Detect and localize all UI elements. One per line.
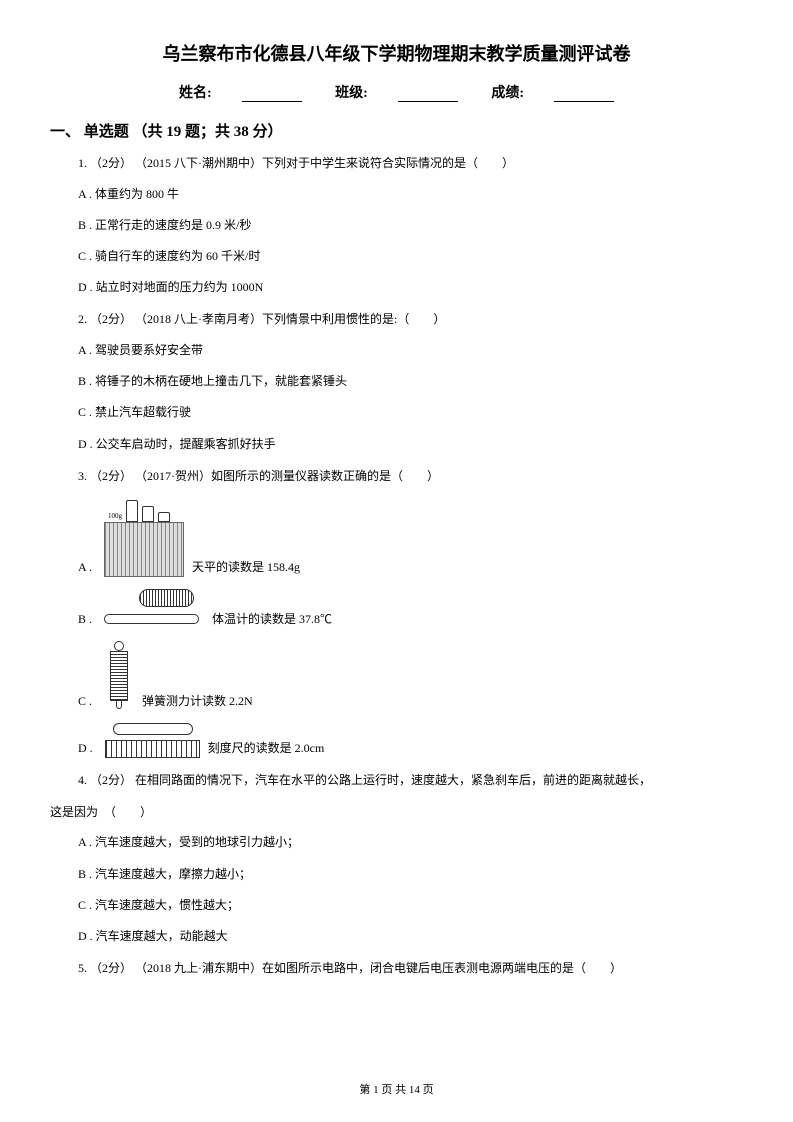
class-label: 班级:: [335, 86, 368, 101]
page-footer: 第 1 页 共 14 页: [0, 1081, 793, 1097]
q3-option-a: A . 100g 天平的读数是 158.4g: [78, 497, 743, 577]
section-1-header: 一、 单选题 （共 19 题；共 38 分）: [50, 120, 743, 141]
q3-option-b: B . 体温计的读数是 37.8℃: [78, 589, 743, 629]
q4-option-c: C . 汽车速度越大，惯性越大；: [78, 896, 743, 915]
q3-option-c: C . 弹簧测力计读数 2.2N: [78, 641, 743, 711]
exam-title: 乌兰察布市化德县八年级下学期物理期末教学质量测评试卷: [50, 40, 743, 66]
score-label: 成绩:: [491, 86, 524, 101]
q2-option-d: D . 公交车启动时，提醒乘客抓好扶手: [78, 435, 743, 454]
q2-option-c: C . 禁止汽车超载行驶: [78, 403, 743, 422]
q1-option-a: A . 体重约为 800 牛: [78, 185, 743, 204]
q3-option-d: D . 刻度尺的读数是 2.0cm: [78, 723, 743, 758]
q3-a-label: A .: [78, 558, 92, 577]
q2-stem: 2. （2分） （2018 八上·孝南月考）下列情景中利用惯性的是:（ ）: [78, 309, 743, 331]
q3-stem: 3. （2分） （2017·贺州）如图所示的测量仪器读数正确的是（ ）: [78, 466, 743, 488]
q2-option-b: B . 将锤子的木柄在硬地上撞击几下，就能套紧锤头: [78, 372, 743, 391]
q1-option-b: B . 正常行走的速度约是 0.9 米/秒: [78, 216, 743, 235]
name-label: 姓名:: [179, 86, 212, 101]
q2-option-a: A . 驾驶员要系好安全带: [78, 341, 743, 360]
name-blank: [242, 88, 302, 102]
q3-b-text: 体温计的读数是 37.8℃: [212, 610, 332, 629]
ruler-icon: [105, 723, 200, 758]
spring-scale-icon: [104, 641, 134, 711]
balance-scale-icon: 100g: [104, 497, 184, 577]
q1-option-d: D . 站立时对地面的压力约为 1000N: [78, 278, 743, 297]
q5-stem: 5. （2分） （2018 九上·浦东期中）在如图所示电路中，闭合电键后电压表测…: [78, 958, 743, 980]
student-info-row: 姓名: 班级: 成绩:: [50, 82, 743, 102]
q3-b-label: B .: [78, 610, 92, 629]
q4-stem: 4. （2分） 在相同路面的情况下，汽车在水平的公路上运行时，速度越大，紧急刹车…: [78, 770, 743, 792]
q3-c-label: C .: [78, 692, 92, 711]
q1-option-c: C . 骑自行车的速度约为 60 千米/时: [78, 247, 743, 266]
q3-a-text: 天平的读数是 158.4g: [192, 558, 300, 577]
class-blank: [398, 88, 458, 102]
q4-option-d: D . 汽车速度越大，动能越大: [78, 927, 743, 946]
q3-c-text: 弹簧测力计读数 2.2N: [142, 692, 253, 711]
q4-trailing: 这是因为 （ ）: [50, 802, 743, 824]
score-blank: [554, 88, 614, 102]
q3-d-text: 刻度尺的读数是 2.0cm: [208, 739, 325, 758]
q4-option-a: A . 汽车速度越大，受到的地球引力越小；: [78, 833, 743, 852]
q3-d-label: D .: [78, 739, 93, 758]
thermometer-icon: [104, 589, 204, 629]
q4-option-b: B . 汽车速度越大，摩擦力越小；: [78, 865, 743, 884]
q1-stem: 1. （2分） （2015 八下·潮州期中）下列对于中学生来说符合实际情况的是（…: [78, 153, 743, 175]
